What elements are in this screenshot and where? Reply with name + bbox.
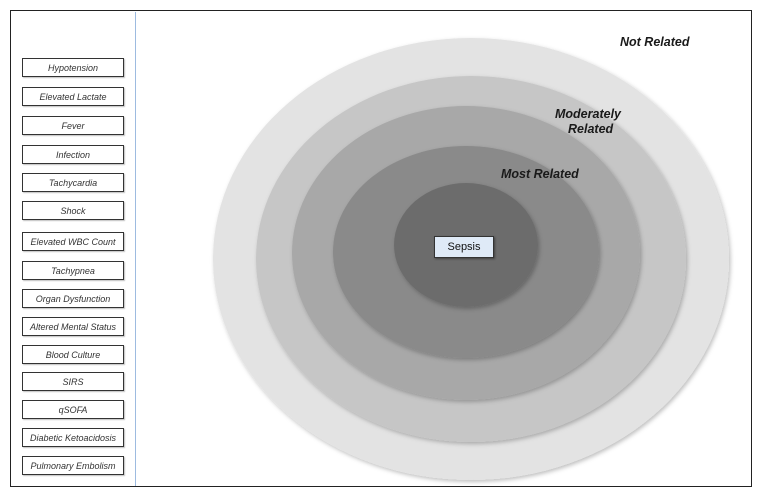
label-most-related: Most Related xyxy=(501,167,579,181)
term-box[interactable]: Altered Mental Status xyxy=(22,317,124,336)
label-moderately-related-line1: Moderately xyxy=(555,107,622,121)
term-box[interactable]: Tachypnea xyxy=(22,261,124,280)
term-box[interactable]: Organ Dysfunction xyxy=(22,289,124,308)
label-not-related: Not Related xyxy=(620,35,690,49)
term-box[interactable]: Infection xyxy=(22,145,124,164)
term-box[interactable]: Blood Culture xyxy=(22,345,124,364)
term-box[interactable]: Elevated Lactate xyxy=(22,87,124,106)
term-box[interactable]: Elevated WBC Count xyxy=(22,232,124,251)
term-box[interactable]: Shock xyxy=(22,201,124,220)
panel-divider xyxy=(135,12,136,486)
term-box[interactable]: qSOFA xyxy=(22,400,124,419)
term-box[interactable]: Tachycardia xyxy=(22,173,124,192)
term-box[interactable]: Diabetic Ketoacidosis xyxy=(22,428,124,447)
term-box[interactable]: Pulmonary Embolism xyxy=(22,456,124,475)
center-term-sepsis: Sepsis xyxy=(434,236,494,258)
label-moderately-related-line2: Related xyxy=(568,122,614,136)
term-box[interactable]: SIRS xyxy=(22,372,124,391)
term-box[interactable]: Hypotension xyxy=(22,58,124,77)
term-box[interactable]: Fever xyxy=(22,116,124,135)
